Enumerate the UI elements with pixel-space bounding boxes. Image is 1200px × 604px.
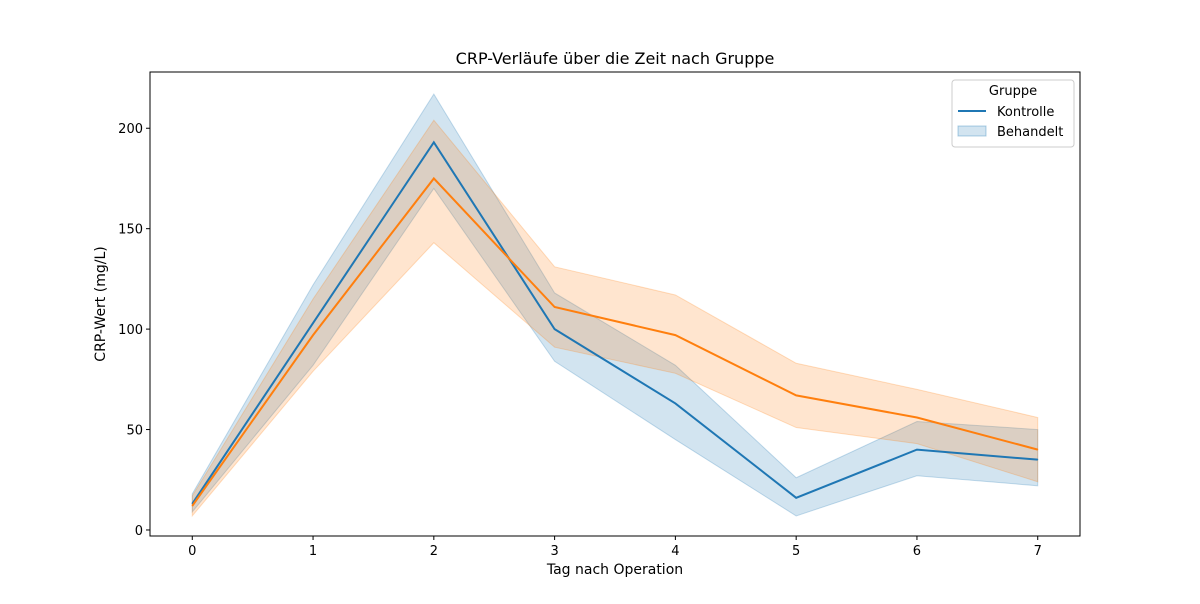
legend: Gruppe Kontrolle Behandelt <box>951 79 1075 148</box>
y-axis-ticks: 0 50 100 150 200 <box>118 122 150 539</box>
legend-label-behandelt: Behandelt <box>997 125 1063 140</box>
plot-area-frame <box>149 71 1081 537</box>
legend-box <box>951 79 1075 148</box>
x-tick-label-1: 1 <box>309 544 317 559</box>
ci-band-kontrolle <box>191 93 1039 517</box>
series-lines <box>191 140 1039 507</box>
y-axis-label: CRP-Wert (mg/L) <box>93 246 109 361</box>
data-point-orange-1 <box>312 334 314 336</box>
chart-title: CRP-Verläufe über die Zeit nach Gruppe <box>456 49 775 68</box>
data-point-kontrolle-2 <box>433 141 435 143</box>
y-tick-label-200: 200 <box>118 122 143 137</box>
data-point-kontrolle-4 <box>674 402 676 404</box>
y-tick-label-0: 0 <box>135 524 143 539</box>
x-tick-label-0: 0 <box>188 544 196 559</box>
x-tick-label-2: 2 <box>430 544 438 559</box>
data-point-orange-4 <box>674 334 676 336</box>
x-axis-ticks: 0 1 2 3 4 5 6 7 <box>188 536 1042 559</box>
legend-swatch-behandelt <box>957 125 987 137</box>
data-point-orange-3 <box>554 306 556 308</box>
data-point-kontrolle-6 <box>916 449 918 451</box>
data-point-orange-0 <box>191 505 193 507</box>
data-point-kontrolle-1 <box>312 322 314 324</box>
x-axis-label: Tag nach Operation <box>546 562 683 578</box>
x-tick-label-7: 7 <box>1034 544 1042 559</box>
y-tick-label-50: 50 <box>126 424 143 439</box>
y-tick-label-100: 100 <box>118 323 143 338</box>
x-tick-label-6: 6 <box>913 544 921 559</box>
data-point-kontrolle-3 <box>554 328 556 330</box>
data-point-kontrolle-5 <box>795 497 797 499</box>
data-point-orange-2 <box>433 177 435 179</box>
x-tick-label-3: 3 <box>550 544 558 559</box>
legend-title: Gruppe <box>989 84 1037 99</box>
y-tick-label-150: 150 <box>118 223 143 238</box>
data-point-orange-5 <box>795 394 797 396</box>
data-point-kontrolle-7 <box>1037 459 1039 461</box>
x-tick-label-5: 5 <box>792 544 800 559</box>
data-point-orange-7 <box>1037 449 1039 451</box>
legend-label-kontrolle: Kontrolle <box>997 105 1054 120</box>
data-point-orange-6 <box>916 416 918 418</box>
series-line-kontrolle <box>191 140 1038 505</box>
x-tick-label-4: 4 <box>671 544 679 559</box>
series-line-orange <box>191 176 1038 507</box>
